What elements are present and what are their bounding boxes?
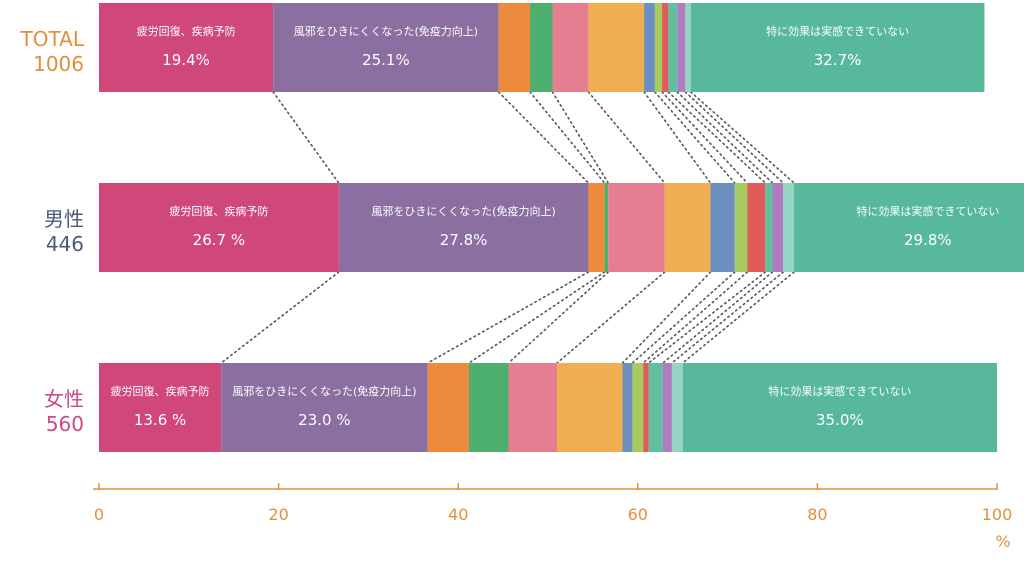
connector-line xyxy=(643,91,712,184)
x-tick-label: 100 xyxy=(982,505,1013,524)
connector-line xyxy=(642,271,749,364)
bar-segment xyxy=(530,3,553,92)
bar-segment xyxy=(622,363,633,452)
connector-line xyxy=(529,91,606,184)
bars-group: 疲労回復、疾病予防 19.4% 風邪をひきにくくなった(免疫力向上) 25.1% 特に効… xyxy=(99,3,1024,452)
connector-line xyxy=(681,271,795,364)
segment-name-label: 風邪をひきにくくなった(免疫力向上) xyxy=(294,24,478,38)
bar-segment xyxy=(99,3,274,92)
connector-line xyxy=(587,91,666,184)
segment-name-label: 特に効果は実感できていない xyxy=(766,24,909,38)
segment-value-label: 32.7% xyxy=(814,51,862,69)
connector-line xyxy=(507,271,609,364)
bar-segment xyxy=(662,363,672,452)
bar-segment xyxy=(556,363,623,452)
connector-line xyxy=(468,271,606,364)
segment-value-label: 13.6 % xyxy=(134,411,186,429)
bar-segment xyxy=(654,3,663,92)
bar-segment xyxy=(338,183,589,272)
x-axis-unit: % xyxy=(995,532,1010,551)
bar-segment xyxy=(690,3,985,92)
bar-segment xyxy=(677,3,686,92)
bar-segment xyxy=(273,3,499,92)
segment-value-label: 19.4% xyxy=(162,51,210,69)
x-tick-label: 60 xyxy=(628,505,648,524)
connector-line xyxy=(661,91,749,184)
x-tick-label: 40 xyxy=(448,505,468,524)
segment-name-label: 疲労回復、疾病予防 xyxy=(137,24,236,38)
row-label-name: 男性 xyxy=(44,207,84,231)
row-label-count: 446 xyxy=(46,232,84,256)
bar-segment xyxy=(734,183,748,272)
connector-line xyxy=(556,271,666,364)
segment-value-label: 29.8% xyxy=(904,231,952,249)
bar-segment xyxy=(99,183,339,272)
bar-segment xyxy=(772,183,784,272)
bar-segment xyxy=(648,363,663,452)
bar-segment xyxy=(608,183,665,272)
connector-line xyxy=(551,91,609,184)
bar-segment xyxy=(685,3,691,92)
segment-value-label: 23.0 % xyxy=(298,411,350,429)
bar-segment xyxy=(794,183,1024,272)
bar-segment xyxy=(668,3,678,92)
bar-segment xyxy=(664,183,711,272)
bar-segment xyxy=(747,183,766,272)
bar-segment xyxy=(468,363,509,452)
segment-value-label: 25.1% xyxy=(362,51,410,69)
connector-line xyxy=(671,271,785,364)
connector-line xyxy=(662,271,774,364)
bar-segment xyxy=(604,183,609,272)
bar-segment xyxy=(632,363,644,452)
connector-line xyxy=(220,271,340,364)
connector-line xyxy=(426,271,590,364)
connector-line xyxy=(684,91,785,184)
bar-segment xyxy=(588,183,605,272)
bar-segment xyxy=(644,3,655,92)
bar-segment xyxy=(498,3,531,92)
connector-line xyxy=(676,91,774,184)
bar-segment xyxy=(682,363,997,452)
segment-name-label: 疲労回復、疾病予防 xyxy=(111,384,210,398)
row-label-name: TOTAL xyxy=(20,27,85,51)
segment-name-label: 風邪をひきにくくなった(免疫力向上) xyxy=(371,204,555,218)
connector-line xyxy=(272,91,340,184)
bar-segment xyxy=(221,363,428,452)
connector-lines xyxy=(220,91,795,364)
row-label-count: 1006 xyxy=(33,52,84,76)
bar-segment xyxy=(710,183,735,272)
segment-value-label: 35.0% xyxy=(816,411,864,429)
connector-line xyxy=(621,271,712,364)
bar-segment xyxy=(765,183,773,272)
bar-segment xyxy=(643,363,649,452)
row-label-name: 女性 xyxy=(44,387,84,411)
segment-name-label: 風邪をひきにくくなった(免疫力向上) xyxy=(232,384,416,398)
segment-name-label: 特に効果は実感できていない xyxy=(768,384,911,398)
bar-segment xyxy=(588,3,645,92)
bar-segment xyxy=(671,363,683,452)
bar-segment xyxy=(662,3,669,92)
x-tick-label: 0 xyxy=(94,505,104,524)
connector-line xyxy=(689,91,795,184)
segment-value-label: 27.8% xyxy=(440,231,488,249)
x-tick-label: 80 xyxy=(807,505,827,524)
segment-name-label: 特に効果は実感できていない xyxy=(856,204,999,218)
row-label-count: 560 xyxy=(46,412,84,436)
connector-line xyxy=(497,91,590,184)
bar-segment xyxy=(508,363,557,452)
x-axis: 0 20 40 60 80 100% xyxy=(93,483,1012,551)
segment-value-label: 26.7 % xyxy=(193,231,245,249)
connector-line xyxy=(654,91,736,184)
bar-segment xyxy=(783,183,795,272)
bar-segment xyxy=(99,363,222,452)
segment-name-label: 疲労回復、疾病予防 xyxy=(169,204,268,218)
connector-line xyxy=(667,91,767,184)
connector-line xyxy=(647,271,767,364)
bar-segment xyxy=(552,3,589,92)
x-tick-label: 20 xyxy=(268,505,288,524)
bar-segment xyxy=(427,363,469,452)
